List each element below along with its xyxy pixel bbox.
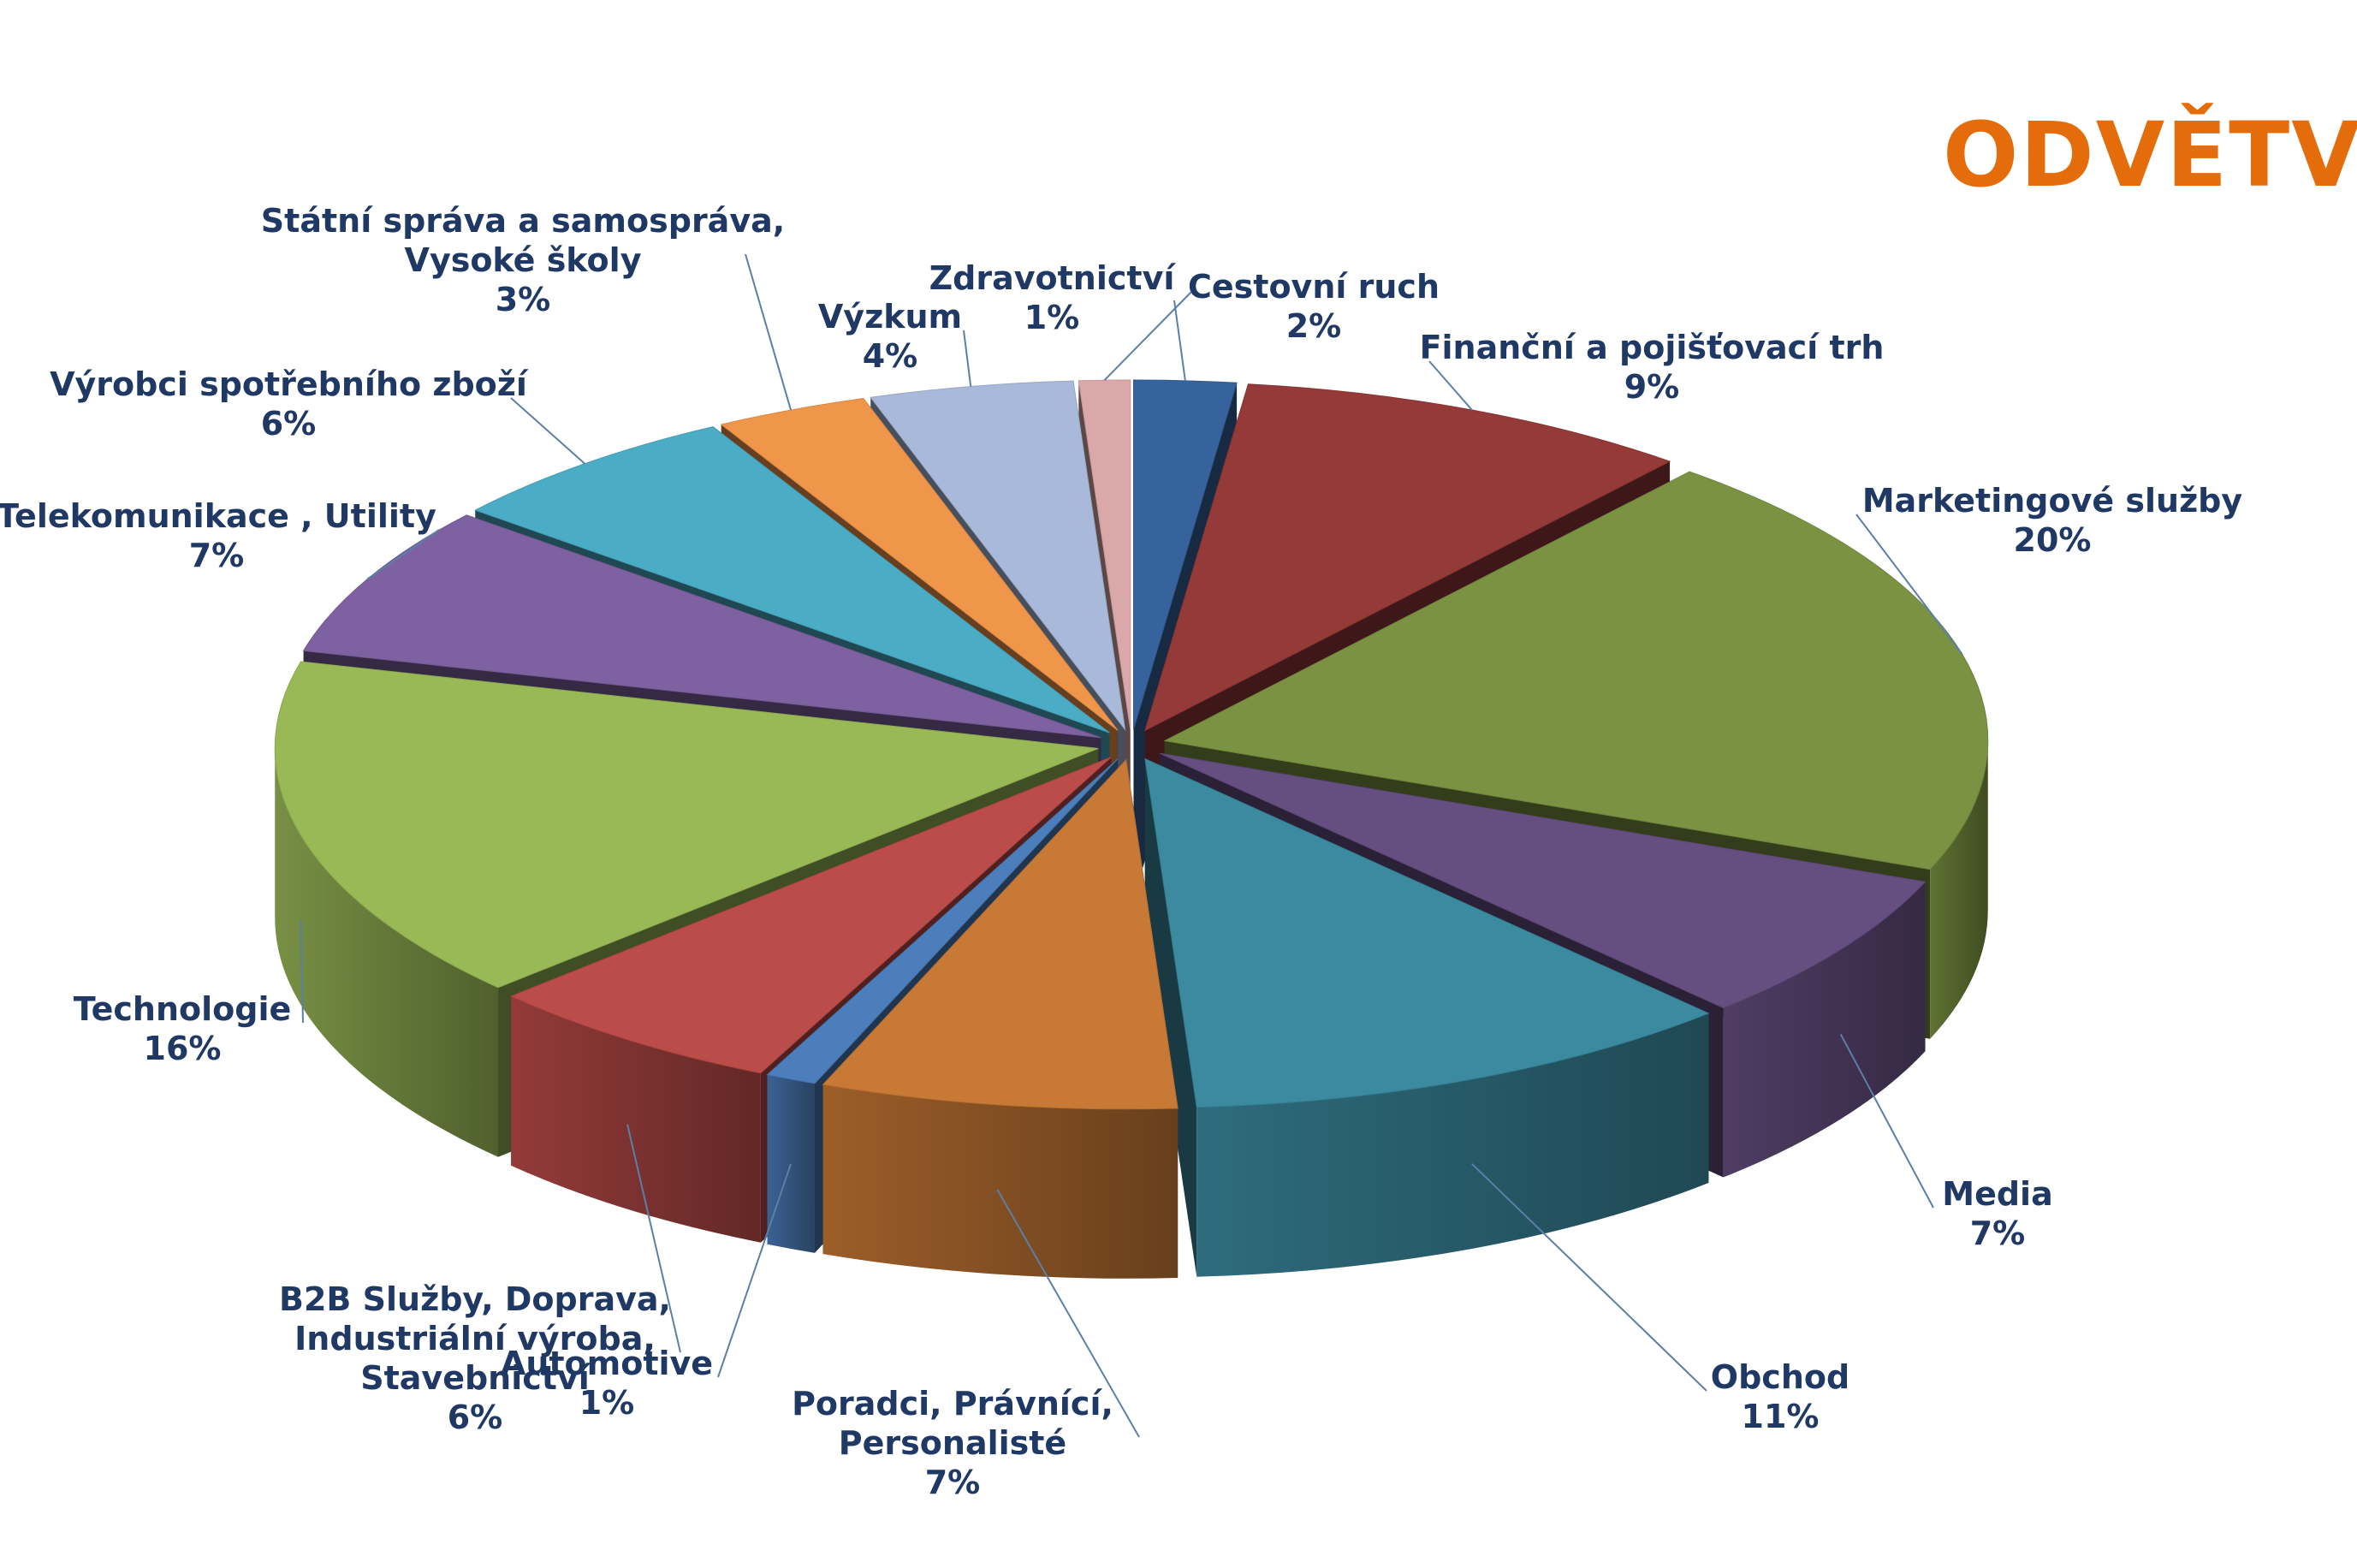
slice-value-label: 9%: [1624, 368, 1680, 406]
slice-value-label: 1%: [579, 1384, 635, 1422]
slice-label: Telekomunikace , Utility 7%: [0, 497, 436, 574]
slice-label-line: Výzkum: [818, 298, 962, 336]
slice-side: [822, 1084, 1178, 1279]
slice-label-line: Cestovní ruch: [1188, 268, 1440, 306]
slice-top: [1144, 757, 1710, 1108]
leader-line: [510, 397, 585, 465]
leader-line: [745, 253, 793, 411]
pie-slices: [274, 379, 1989, 1279]
slice-value-label: 20%: [2014, 521, 2092, 559]
slice-top: [1133, 379, 1238, 730]
slice-value-label: 7%: [1970, 1215, 2026, 1252]
slice-label-line: Finanční a pojišťovací trh: [1420, 329, 1885, 366]
slice-side: [1196, 1013, 1709, 1277]
slice-5: [1144, 757, 1710, 1277]
slice-top: [1144, 383, 1671, 732]
slice-side: [1930, 740, 1988, 1039]
leader-line: [300, 919, 304, 1024]
leader-line: [1103, 291, 1192, 381]
slice-value-label: 3%: [496, 281, 551, 318]
chart-title: ODVĚTVÍ: [1943, 103, 2357, 207]
leader-line: [717, 1163, 793, 1378]
slice-label: Poradci, Právnící, Personalisté 7%: [792, 1385, 1113, 1501]
slice-top: [1159, 752, 1927, 1009]
slice-value-label: 6%: [448, 1399, 503, 1436]
slice-value-label: 2%: [1286, 307, 1342, 345]
leader-line: [1173, 300, 1186, 381]
slice-label: Výrobci spotřebního zboží 6%: [50, 365, 529, 442]
slice-label-line: Stavebnictví: [360, 1359, 591, 1397]
leader-line: [963, 330, 972, 387]
slice-label-line: Marketingové služby: [1862, 482, 2243, 520]
slice-top: [509, 757, 1112, 1074]
slice-label-line: B2B Služby, Doprava,: [279, 1280, 671, 1318]
slice-label: Výzkum 4%: [818, 298, 962, 375]
slice-value-label: 1%: [1024, 299, 1080, 336]
slice-label-line: Vysoké školy: [405, 241, 642, 279]
slice-value-label: 7%: [925, 1464, 981, 1501]
slice-side: [1723, 882, 1926, 1178]
slice-side: [767, 1074, 815, 1253]
slice-label-line: Zdravotnictví: [929, 259, 1177, 297]
slice-label: Státní správa a samospráva, Vysoké školy 3…: [261, 202, 785, 318]
slice-labels: Cestovní ruch 2%Finanční a pojišťovací tr…: [0, 202, 2242, 1501]
leader-line: [996, 1189, 1140, 1438]
slice-label: Technologie 16%: [74, 990, 292, 1067]
slice-label-line: Poradci, Právnící,: [792, 1385, 1113, 1422]
slice-label: Finanční a pojišťovací trh 9%: [1420, 329, 1885, 406]
slice-value-label: 16%: [144, 1030, 222, 1067]
slice-top: [474, 426, 1110, 734]
slice-label-line: Personalisté: [839, 1424, 1066, 1462]
leader-line: [626, 1124, 681, 1353]
leader-line: [1855, 514, 1963, 655]
slice-value-label: 11%: [1742, 1398, 1820, 1435]
leader-line: [1471, 1163, 1707, 1392]
slice-top: [870, 380, 1126, 732]
slice-label: Obchod 11%: [1711, 1358, 1849, 1435]
slice-value-label: 7%: [189, 537, 245, 574]
slice-top: [1078, 379, 1131, 730]
leader-line: [1428, 360, 1473, 411]
slice-label: Media 7%: [1942, 1175, 2052, 1252]
slice-label: Marketingové služby 20%: [1862, 482, 2243, 559]
slice-label-line: Státní správa a samospráva,: [261, 202, 785, 240]
slice-wall: [1144, 758, 1197, 1277]
leader-line: [366, 529, 440, 580]
slice-side: [511, 995, 761, 1243]
leader-line: [1839, 1033, 1934, 1209]
slice-top: [274, 661, 1099, 989]
slice-label-line: Technologie: [74, 990, 292, 1028]
slice-label: B2B Služby, Doprava, Industriální výroba,…: [279, 1280, 671, 1436]
slice-label-line: Výrobci spotřebního zboží: [50, 365, 529, 403]
slice-value-label: 6%: [261, 405, 317, 442]
slice-value-label: 4%: [863, 337, 918, 375]
slice-label: Cestovní ruch 2%: [1188, 268, 1440, 345]
slice-label-line: Obchod: [1711, 1358, 1849, 1396]
slice-label: Automotive 1%: [501, 1345, 713, 1422]
slice-label-line: Automotive: [501, 1345, 713, 1382]
slice-label: Zdravotnictví 1%: [929, 259, 1177, 336]
slice-label-line: Industriální výroba,: [294, 1320, 656, 1357]
slice-top: [766, 758, 1119, 1084]
slice-label-line: Media: [1942, 1175, 2052, 1213]
slice-top: [822, 758, 1178, 1110]
slice-label-line: Telekomunikace , Utility: [0, 497, 436, 535]
slice-side: [275, 748, 498, 1157]
slice-6: [822, 758, 1178, 1279]
